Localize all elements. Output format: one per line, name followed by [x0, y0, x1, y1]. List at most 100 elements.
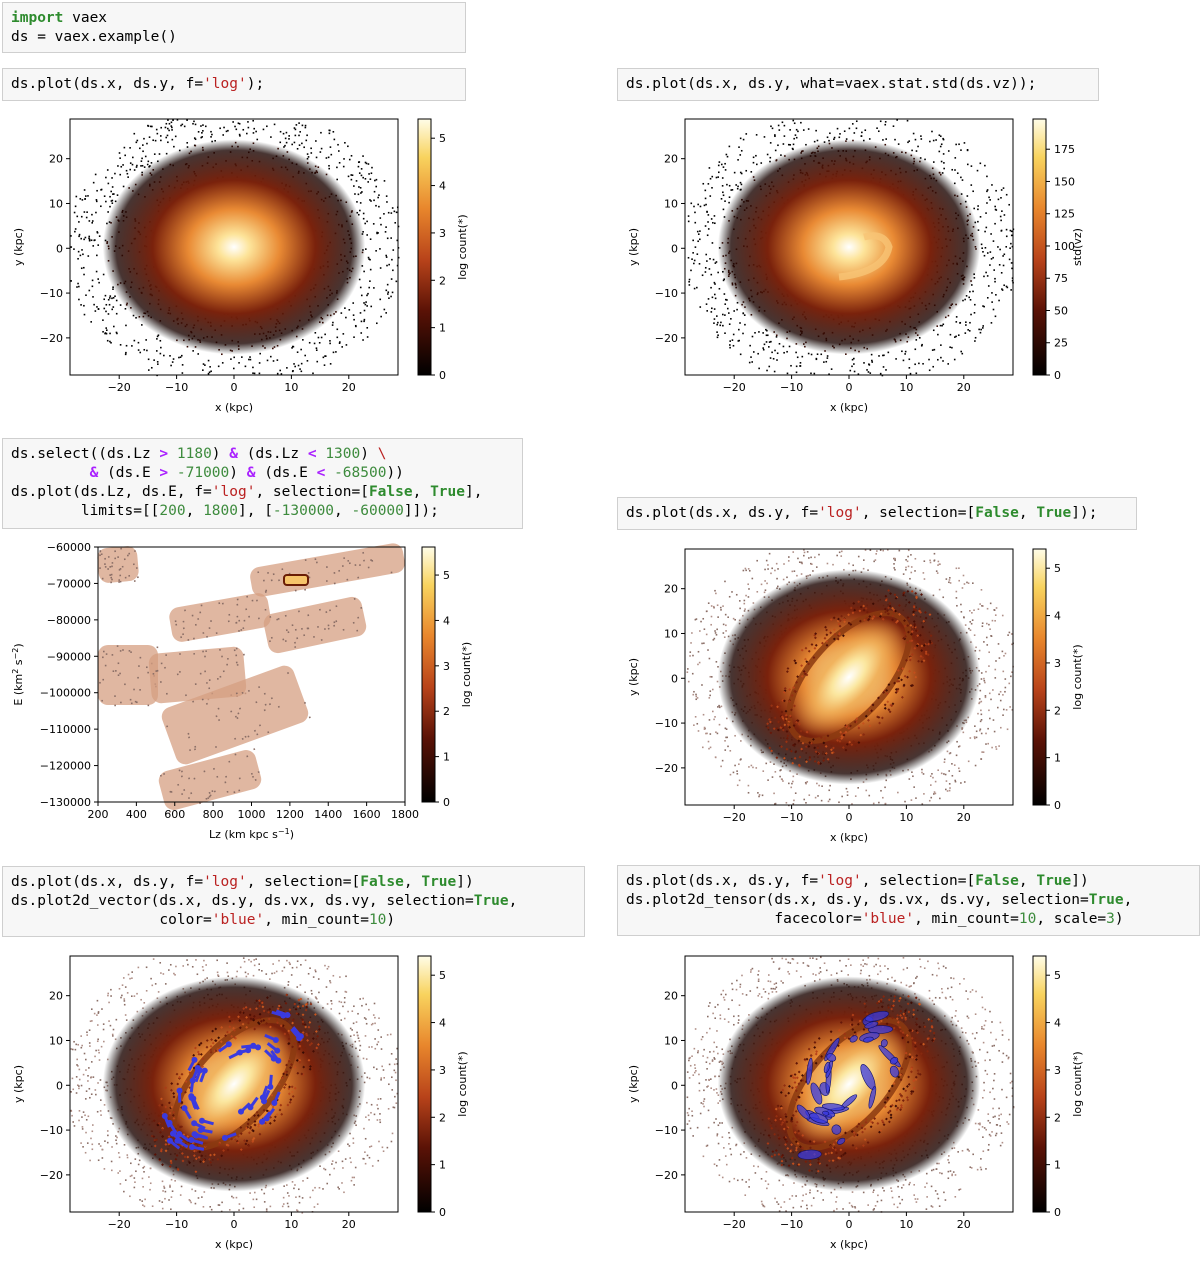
density-pixel [726, 155, 729, 158]
energy-pixel [124, 683, 126, 686]
density-pixel [141, 157, 143, 160]
density-pixel [111, 202, 114, 204]
x-axis-label-sup: −1 [278, 827, 290, 836]
code-cell-plot2d-tensor[interactable]: ds.plot(ds.x, ds.y, f='log', selection=[… [617, 865, 1200, 936]
density-pixel [968, 330, 971, 332]
code-cell-plot2d-vector[interactable]: ds.plot(ds.x, ds.y, f='log', selection=[… [2, 866, 585, 937]
energy-pixel [200, 604, 203, 607]
density-pixel [965, 321, 967, 323]
energy-pixel [194, 745, 197, 748]
density-pixel [378, 205, 380, 208]
density-pixel [697, 650, 700, 653]
density-pixel [363, 318, 366, 321]
density-pixel [91, 220, 94, 222]
code-cell-plot-std[interactable]: ds.plot(ds.x, ds.y, what=vaex.stat.std(d… [617, 68, 1099, 101]
code-token: True [1036, 505, 1072, 521]
density-pixel [111, 297, 113, 300]
density-pixel [286, 367, 288, 369]
density-pixel [995, 746, 997, 748]
density-pixel [70, 246, 73, 248]
density-pixel [933, 791, 936, 793]
density-pixel [131, 163, 134, 166]
std-arm [838, 232, 893, 281]
density-pixel [887, 351, 890, 354]
density-pixel [803, 551, 806, 554]
density-pixel [135, 166, 138, 168]
density-pixel [955, 316, 958, 318]
density-pixel [762, 770, 765, 772]
density-pixel [724, 314, 726, 316]
density-pixel [886, 549, 889, 551]
density-pixel [946, 790, 949, 792]
code-token: 1800 [203, 503, 238, 519]
energy-pixel [187, 639, 190, 641]
energy-pixel [335, 620, 338, 623]
density-pixel [96, 306, 98, 308]
selection-pixel [872, 615, 876, 619]
colorbar [421, 546, 436, 803]
density-pixel [329, 342, 331, 345]
density-pixel [367, 163, 370, 165]
density-pixel [878, 801, 880, 804]
code-cell-import[interactable]: import vaex ds = vaex.example() [2, 2, 466, 53]
code-cell-select[interactable]: ds.select((ds.Lz > 1180) & (ds.Lz < 1300… [2, 438, 523, 529]
energy-pixel [197, 618, 200, 620]
density-pixel [738, 763, 740, 766]
density-pixel [147, 124, 149, 127]
density-pixel [131, 345, 133, 347]
density-pixel [720, 765, 722, 768]
density-pixel [166, 134, 169, 137]
density-pixel [959, 322, 961, 324]
density-pixel [747, 568, 750, 570]
density-pixel [103, 307, 106, 310]
density-pixel [694, 221, 697, 224]
selection-pixel [825, 640, 829, 643]
selection-pixel [799, 729, 803, 733]
density-pixel [80, 267, 83, 270]
density-pixel [949, 577, 951, 579]
selection-pixel [780, 710, 784, 714]
density-pixel [734, 618, 736, 621]
selection-pixel [786, 667, 790, 670]
code-cell-plot-selection[interactable]: ds.plot(ds.x, ds.y, f='log', selection=[… [617, 497, 1137, 530]
energy-pixel [296, 637, 299, 640]
density-pixel [795, 351, 797, 354]
density-pixel [702, 617, 705, 620]
energy-pixel [182, 620, 185, 623]
selection-pixel [894, 691, 898, 694]
density-pixel [77, 282, 79, 285]
density-pixel [778, 342, 781, 345]
density-pixel [702, 182, 705, 185]
selection-pixel [859, 733, 863, 737]
energy-pixel [101, 699, 103, 702]
energy-pixel [120, 701, 122, 704]
density-pixel [295, 124, 298, 126]
density-pixel [984, 230, 986, 233]
y-axis-label-sup: 2 [11, 669, 20, 674]
density-pixel [324, 355, 326, 357]
density-pixel [367, 256, 370, 259]
energy-pixel [215, 632, 218, 635]
selection-pixel [884, 594, 888, 598]
density-pixel [958, 143, 960, 146]
x-tick-label: 200 [88, 808, 109, 821]
selection-pixel [814, 636, 817, 640]
density-pixel [83, 238, 85, 241]
density-pixel [912, 775, 914, 778]
code-token: ]); [1071, 505, 1098, 521]
density-pixel [989, 628, 991, 630]
density-pixel [692, 693, 695, 696]
density-pixel [984, 164, 986, 167]
energy-pixel [333, 624, 336, 627]
energy-pixel [139, 656, 142, 659]
density-pixel [902, 573, 905, 575]
density-pixel [169, 355, 171, 357]
selection-pixel [865, 616, 869, 620]
density-pixel [390, 278, 393, 280]
energy-pixel [180, 770, 183, 773]
energy-pixel [107, 568, 109, 570]
code-cell-plot-log[interactable]: ds.plot(ds.x, ds.y, f='log'); [2, 68, 466, 101]
selection-pixel [769, 707, 773, 710]
density-pixel [769, 357, 772, 359]
selection-pixel [926, 653, 930, 657]
